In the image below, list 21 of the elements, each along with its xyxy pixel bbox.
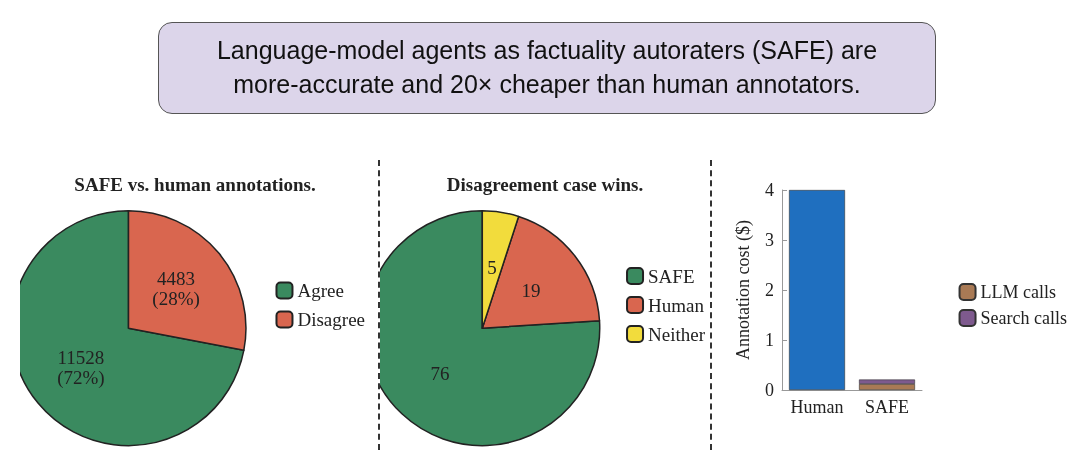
data-label: 11528 (72%) xyxy=(57,347,105,390)
text: Language-model agents as factuality autoraters (SAFE) are more-accurate and 20× cheaper than human annotators. xyxy=(158,22,936,114)
legend-label: Agree xyxy=(297,280,344,301)
data-label: 76 xyxy=(430,362,450,384)
data-label: 4483 (28%) xyxy=(152,268,200,311)
data-label: 19 xyxy=(521,279,541,301)
y-tick-label: 4 xyxy=(765,180,774,200)
chart-title: SAFE vs. human annotations. xyxy=(74,174,316,195)
legend-label: LLM calls xyxy=(980,282,1057,302)
legend-label: Disagree xyxy=(297,309,366,330)
legend-label: Search calls xyxy=(980,308,1068,328)
legend-label: Human xyxy=(648,294,705,316)
legend-label: Neither xyxy=(648,323,706,345)
y-axis-title: Annotation cost ($) xyxy=(733,220,754,360)
data-label: 5 xyxy=(487,256,497,278)
y-tick-label: 1 xyxy=(765,330,774,350)
legend-label: SAFE xyxy=(648,265,695,287)
y-tick-label: 3 xyxy=(765,230,774,250)
chart-title: Disagreement case wins. xyxy=(446,174,644,195)
y-tick-label: 0 xyxy=(765,380,774,400)
y-tick-label: 2 xyxy=(765,280,774,300)
